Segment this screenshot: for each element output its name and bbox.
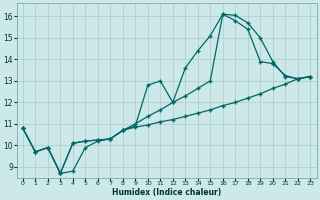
X-axis label: Humidex (Indice chaleur): Humidex (Indice chaleur) [112,188,221,197]
